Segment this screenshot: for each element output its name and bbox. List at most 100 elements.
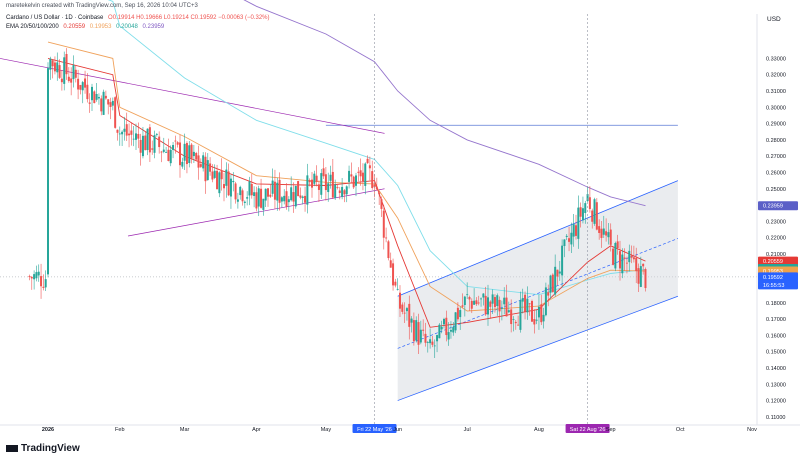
candle-body — [167, 149, 170, 162]
candle-body — [63, 57, 66, 84]
candle-body — [487, 297, 489, 315]
ema-lines — [47, 0, 646, 328]
time-axis: 2026 Feb Mar Apr May Fri 22 May '26 Jun Jul Aug S… — [0, 424, 800, 433]
candle-body — [531, 301, 533, 322]
ema-legend[interactable]: EMA 20/50/100/200 0.20559 0.19953 0.2004… — [6, 24, 167, 30]
candle-body — [301, 196, 304, 198]
candle-body — [141, 135, 144, 157]
candle-body — [429, 339, 432, 344]
y-tick-label: 0.26000 — [766, 170, 786, 176]
candle-body — [387, 241, 390, 259]
candle-body — [600, 228, 603, 238]
candle-body — [477, 302, 480, 304]
candle-body — [28, 276, 31, 278]
ema200-value: 0.23959 — [142, 24, 165, 30]
candle-body — [396, 288, 399, 290]
candle-body — [234, 183, 237, 200]
price-badge-label: 0.20559 — [763, 259, 783, 265]
x-tick-label: Jun — [393, 427, 402, 433]
candle-body — [345, 186, 348, 195]
symbol-title[interactable]: Cardano / US Dollar · 1D · Coinbase — [6, 15, 104, 21]
candle-body — [88, 102, 91, 104]
candle-body — [56, 62, 59, 73]
candle-body — [512, 319, 515, 321]
candle-body — [86, 84, 89, 100]
candle-body — [317, 184, 320, 190]
candle-body — [280, 197, 283, 202]
candle-body — [510, 309, 513, 325]
candles — [28, 48, 647, 359]
candle-body — [623, 257, 626, 259]
candle-body — [253, 192, 256, 196]
candle-body — [144, 135, 147, 151]
candle-body — [424, 333, 427, 343]
candle-body — [100, 98, 103, 112]
candle-body — [197, 155, 200, 168]
candle-body — [352, 176, 355, 188]
x-tick-label: Jul — [464, 427, 471, 433]
candle-body — [336, 186, 339, 188]
candle-body — [519, 300, 522, 330]
candle-body — [526, 298, 529, 313]
candle-body — [107, 99, 110, 105]
candle-body — [440, 326, 443, 330]
candle-body — [220, 170, 223, 180]
candle-body — [619, 251, 621, 269]
candle-body — [255, 192, 258, 209]
x-highlight-label: Fri 22 May '26 — [357, 427, 392, 433]
ohlc-values: O0.19914 H0.19666 L0.19214 C0.19592 −0.0… — [108, 15, 270, 21]
candle-body — [419, 329, 422, 343]
candle-body — [612, 248, 615, 265]
candle-body — [630, 255, 633, 258]
candle-body — [273, 181, 276, 200]
candle-body — [304, 195, 307, 203]
ema50-value: 0.19953 — [89, 24, 112, 30]
candle-body — [570, 232, 573, 245]
candle-body — [334, 184, 337, 199]
candle-body — [246, 197, 249, 199]
candle-body — [74, 69, 77, 78]
candle-body — [373, 184, 376, 187]
candle-body — [586, 194, 589, 202]
candle-body — [260, 188, 263, 208]
candle-body — [308, 180, 311, 183]
candle-body — [169, 149, 172, 164]
candle-body — [438, 324, 441, 339]
candle-body — [58, 65, 61, 78]
candle-body — [639, 266, 642, 287]
candle-body — [385, 237, 388, 239]
x-tick-label: May — [321, 427, 332, 433]
candle-body — [443, 318, 445, 325]
candle-body — [547, 292, 550, 296]
candle-body — [593, 199, 596, 224]
candle-body — [426, 342, 429, 344]
candle-body — [517, 324, 520, 326]
candle-body — [290, 187, 293, 201]
candle-body — [116, 129, 119, 133]
candle-body — [327, 183, 330, 193]
candle-body — [104, 95, 107, 99]
candle-body — [172, 145, 175, 150]
candle-body — [609, 229, 612, 245]
candle-body — [528, 303, 531, 305]
candle-body — [297, 181, 300, 197]
candle-body — [229, 178, 232, 197]
candle-body — [250, 183, 253, 196]
candle-body — [292, 192, 295, 202]
candle-body — [329, 174, 332, 181]
candle-body — [135, 133, 137, 140]
candle-body — [558, 271, 561, 274]
candle-body — [213, 170, 216, 178]
y-tick-label: 0.15000 — [766, 350, 786, 356]
ema100-value: 0.20048 — [116, 24, 138, 30]
tradingview-logo[interactable]: TradingView — [6, 443, 80, 454]
candle-body — [468, 296, 471, 300]
y-tick-label: 0.33000 — [766, 56, 786, 62]
candle-body — [563, 239, 566, 247]
candle-body — [257, 188, 260, 207]
candle-body — [361, 172, 364, 182]
candle-body — [359, 170, 362, 177]
candle-body — [287, 199, 290, 203]
candle-body — [412, 320, 415, 342]
